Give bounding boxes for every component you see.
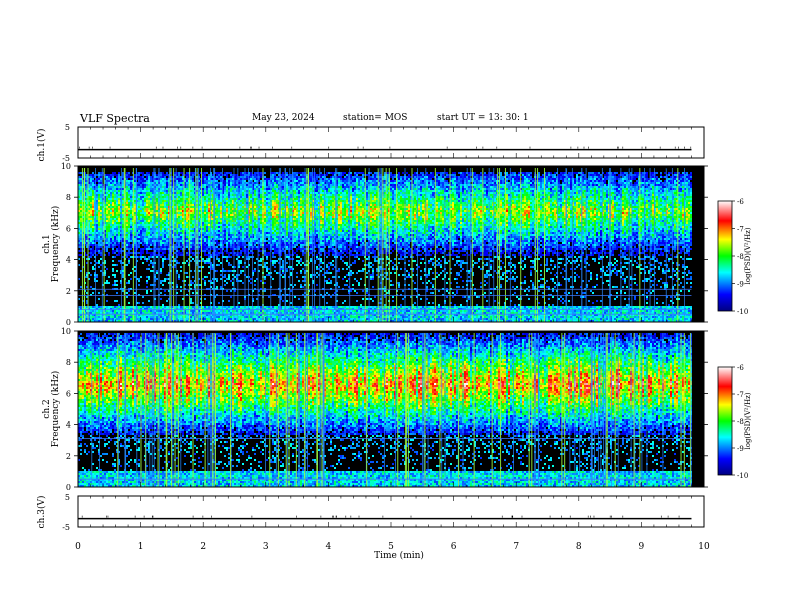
station-label: station= MOS	[343, 113, 407, 123]
ch1-colorbar-label: log(PSD)(V²/Hz)	[744, 227, 752, 284]
frequency-tick-label: 6	[66, 389, 71, 398]
frequency-tick-label: 4	[66, 421, 71, 430]
colorbar-tick-label: -8	[737, 418, 744, 426]
frequency-tick-label: 4	[66, 256, 71, 265]
time-axis-label: Time (min)	[374, 550, 424, 561]
colorbar-tick-label: -7	[737, 391, 744, 399]
ch3-voltage-ytick-top: 5	[65, 493, 70, 502]
ch2-colorbar-ramp	[717, 366, 733, 476]
ch2-colorbar-label: log(PSD)(V²/Hz)	[744, 392, 752, 449]
date-label: May 23, 2024	[252, 113, 315, 123]
ch2-colorbar: -6 -7 -8 -9 -10 log(PSD)(V²/Hz)	[717, 364, 752, 480]
ch2-spectrogram-ylabel-frequency: Frequency (kHz)	[50, 371, 61, 448]
colorbar-tick-label: -8	[737, 253, 744, 261]
ch2-spectrogram-panel: ch.2 Frequency (kHz) 0 2 4 6 8 10	[42, 327, 708, 492]
time-tick-label: 7	[513, 542, 519, 552]
ch2-colorbar-ticks: -6 -7 -8 -9 -10	[732, 364, 748, 480]
frequency-tick-label: 2	[66, 452, 71, 461]
ch2-spectrogram-image	[78, 331, 704, 487]
time-tick-label: 10	[698, 542, 710, 552]
ch1-colorbar: -6 -7 -8 -9 -10 log(PSD)(V²/Hz)	[717, 198, 752, 316]
plot-title: VLF Spectra	[80, 112, 150, 125]
ch3-voltage-ytick-bottom: -5	[62, 523, 70, 532]
colorbar-tick-label: -6	[737, 198, 744, 206]
ch1-voltage-trace	[78, 146, 692, 151]
time-tick-label: 9	[639, 542, 645, 552]
ch1-spectrogram-image	[78, 166, 704, 322]
time-tick-label: 6	[451, 542, 457, 552]
colorbar-tick-label: -7	[737, 226, 744, 234]
ch1-colorbar-ramp	[717, 200, 733, 312]
ch1-voltage-ytick-top: 5	[65, 123, 70, 132]
start-time-label: start UT = 13: 30: 1	[437, 113, 529, 123]
colorbar-tick-label: -9	[737, 445, 744, 453]
time-tick-label: 5	[388, 542, 394, 552]
colorbar-tick-label: -10	[737, 308, 748, 316]
ch1-spectrogram-ylabel-channel: ch.1	[42, 234, 52, 253]
ch1-colorbar-ticks: -6 -7 -8 -9 -10	[732, 198, 748, 316]
ch3-voltage-trace	[78, 515, 692, 520]
frequency-tick-label: 6	[66, 224, 71, 233]
time-axis-ticks: 0 1 2 3 4 5 6 7 8 9 10	[75, 127, 710, 552]
time-tick-label: 1	[138, 542, 144, 552]
ch1-voltage-ytick-bottom: -5	[62, 154, 70, 163]
colorbar-tick-label: -9	[737, 281, 744, 289]
ch2-spectrogram-ylabel-channel: ch.2	[42, 399, 52, 418]
frequency-tick-label: 10	[61, 162, 71, 171]
time-tick-label: 3	[263, 542, 269, 552]
colorbar-tick-label: -10	[737, 472, 748, 480]
time-tick-label: 4	[326, 542, 332, 552]
frequency-tick-label: 10	[61, 327, 71, 336]
time-tick-label: 0	[75, 542, 81, 552]
time-tick-label: 8	[576, 542, 582, 552]
ch1-voltage-ylabel: ch.1(V)	[36, 129, 47, 162]
ch1-spectrogram-panel: ch.1 Frequency (kHz) 0 2 4 6 8 10	[42, 162, 708, 327]
frequency-tick-label: 8	[66, 193, 71, 202]
ch1-spectrogram-yticks: 0 2 4 6 8 10	[61, 162, 708, 327]
time-tick-label: 2	[200, 542, 206, 552]
frequency-tick-label: 0	[66, 318, 71, 327]
ch3-voltage-ylabel: ch.3(V)	[36, 496, 47, 529]
colorbar-tick-label: -6	[737, 364, 744, 372]
ch2-spectrogram-yticks: 0 2 4 6 8 10	[61, 327, 708, 492]
frequency-tick-label: 0	[66, 483, 71, 492]
frequency-tick-label: 8	[66, 358, 71, 367]
frequency-tick-label: 2	[66, 287, 71, 296]
ch1-spectrogram-ylabel-frequency: Frequency (kHz)	[50, 206, 61, 283]
ch3-voltage-panel: ch.3(V) 5 -5 0 1 2 3 4 5 6 7 8 9 10 Time (min)	[36, 127, 710, 561]
